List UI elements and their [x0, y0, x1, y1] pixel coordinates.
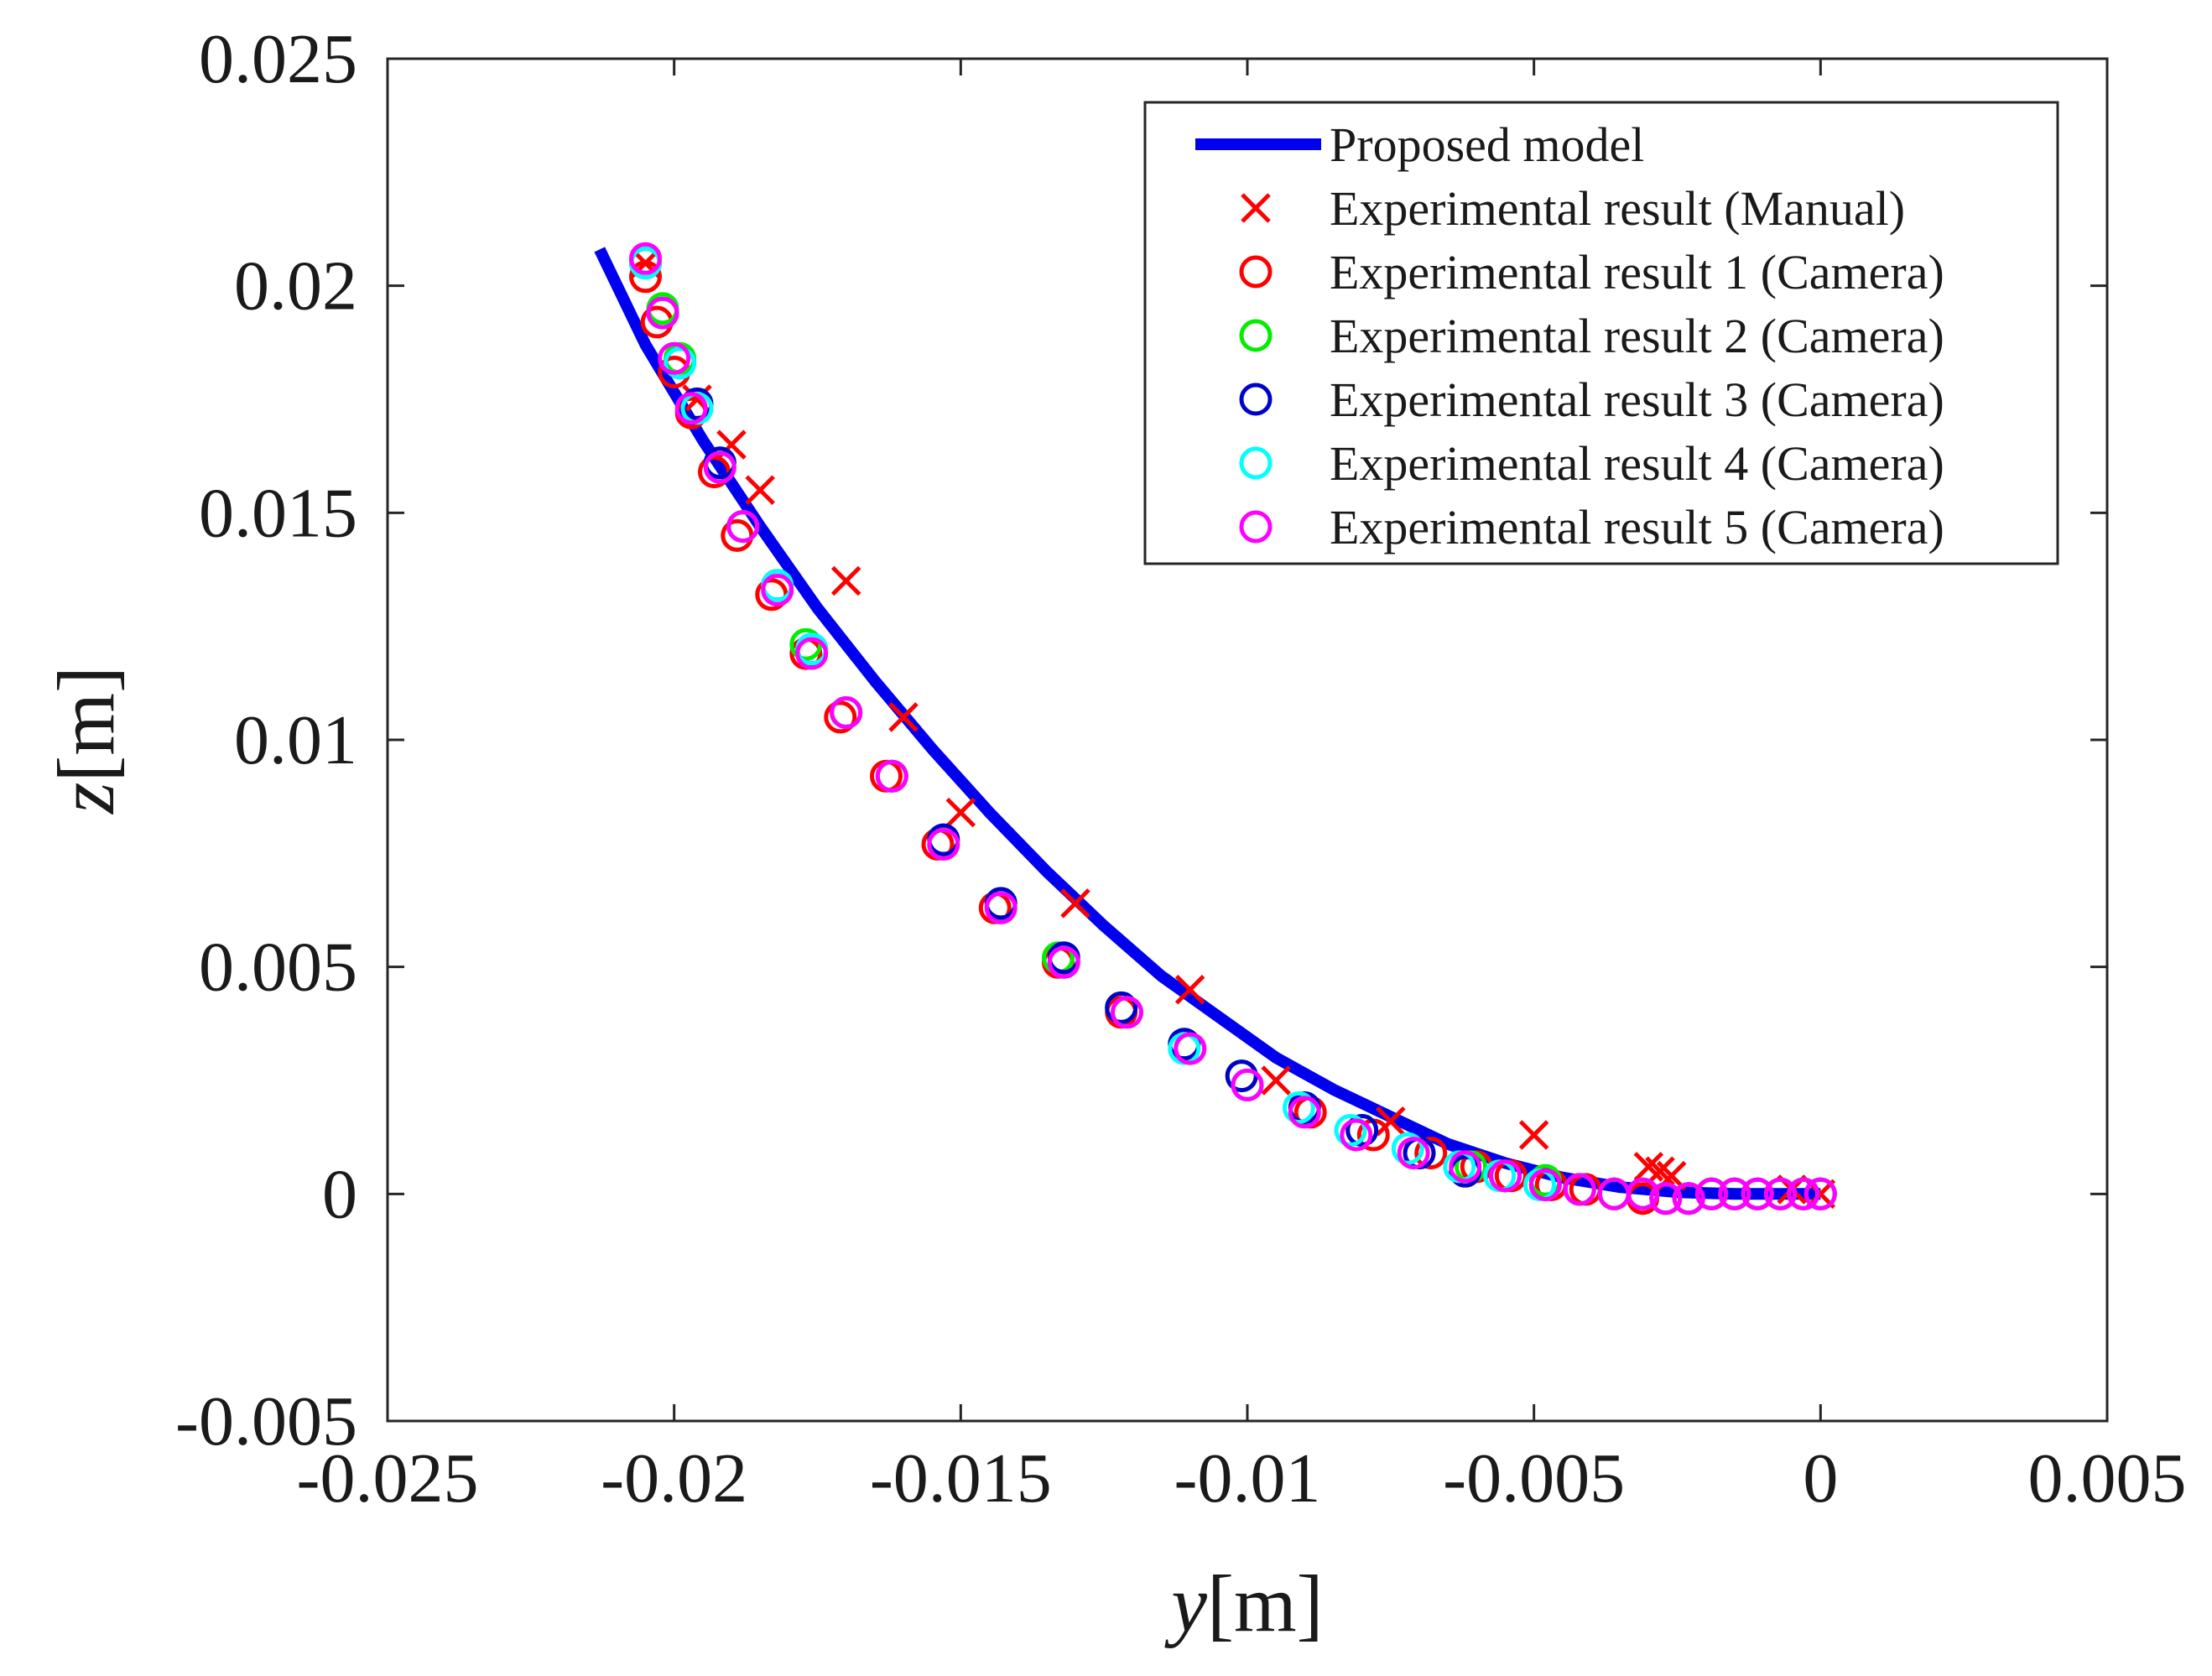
legend-swatch-experimental-result-manual	[1241, 193, 1271, 223]
point-experimental-result-5-camera-30	[1764, 1177, 1797, 1210]
point-experimental-result-5-camera-20	[1489, 1159, 1522, 1193]
point-experimental-result-5-camera-12	[1047, 945, 1080, 979]
x-tick-label: -0.005	[1443, 1439, 1625, 1517]
point-experimental-result-3-camera-17	[1345, 1114, 1379, 1147]
x-tick-label: -0.01	[1174, 1439, 1321, 1517]
point-experimental-result-5-camera-26	[1672, 1182, 1705, 1215]
point-experimental-result-4-camera-18	[1391, 1132, 1424, 1165]
point-experimental-result-5-camera-5	[726, 510, 760, 544]
point-experimental-result-5-camera-0	[629, 242, 662, 275]
point-experimental-result-manual-3	[745, 475, 775, 506]
y-axis-label: z[m]	[41, 666, 131, 815]
point-experimental-result-5-camera-22	[1563, 1173, 1596, 1206]
legend: Proposed model Experimental result (Manua…	[1143, 101, 2059, 565]
legend-label-experimental-result-4-camera: Experimental result 4 (Camera)	[1330, 436, 1944, 491]
point-experimental-result-5-camera-7	[795, 637, 829, 670]
legend-swatch-experimental-result-1-camera	[1239, 255, 1273, 289]
point-experimental-result-5-camera-32	[1803, 1177, 1837, 1210]
y-tick-label: 0.015	[199, 474, 357, 552]
legend-swatch-experimental-result-5-camera	[1239, 510, 1273, 544]
point-experimental-result-5-camera-29	[1741, 1177, 1774, 1210]
legend-label-experimental-result-2-camera: Experimental result 2 (Camera)	[1330, 309, 1944, 363]
x-axis-unit: [m]	[1207, 1559, 1324, 1648]
point-experimental-result-manual-7	[1060, 888, 1090, 919]
x-tick-label: 0.005	[2028, 1439, 2187, 1517]
y-tick-label: 0.02	[234, 247, 357, 325]
point-experimental-result-5-camera-11	[984, 891, 1018, 924]
x-tick-label: -0.025	[297, 1439, 479, 1517]
x-tick-label: -0.015	[870, 1439, 1052, 1517]
x-axis-variable: y	[1163, 1559, 1207, 1648]
point-experimental-result-manual-5	[888, 702, 919, 732]
point-experimental-result-5-camera-4	[703, 450, 736, 484]
point-experimental-result-manual-9	[1261, 1065, 1291, 1096]
legend-swatch-experimental-result-2-camera	[1239, 319, 1273, 352]
x-axis-label: y[m]	[1163, 1559, 1323, 1648]
legend-label-experimental-result-5-camera: Experimental result 5 (Camera)	[1330, 500, 1944, 554]
legend-swatch-experimental-result-3-camera	[1239, 383, 1273, 416]
point-experimental-result-manual-6	[945, 797, 976, 828]
point-experimental-result-5-camera-3	[674, 392, 708, 425]
point-experimental-result-5-camera-31	[1787, 1177, 1820, 1210]
point-experimental-result-5-camera-25	[1649, 1182, 1683, 1215]
legend-box	[1143, 101, 2059, 565]
point-experimental-result-4-camera-16	[1283, 1091, 1315, 1124]
point-experimental-result-4-camera-17	[1334, 1114, 1367, 1147]
point-experimental-result-5-camera-21	[1528, 1169, 1562, 1201]
point-experimental-result-4-camera-2	[664, 346, 696, 380]
point-experimental-result-5-camera-9	[875, 759, 908, 793]
point-experimental-result-5-camera-28	[1718, 1177, 1751, 1210]
point-experimental-result-5-camera-17	[1340, 1118, 1373, 1152]
x-tick-label: -0.02	[601, 1439, 747, 1517]
series-group	[594, 242, 1837, 1215]
point-experimental-result-5-camera-18	[1397, 1137, 1430, 1170]
legend-label-experimental-result-1-camera: Experimental result 1 (Camera)	[1330, 245, 1944, 299]
point-experimental-result-manual-10	[1376, 1106, 1406, 1137]
y-tick-label: 0	[322, 1155, 357, 1233]
legend-label-proposed-model: Proposed model	[1330, 117, 1644, 172]
y-axis-variable: z	[41, 783, 131, 815]
point-experimental-result-5-camera-15	[1231, 1068, 1264, 1101]
point-experimental-result-1-camera-0	[629, 260, 662, 294]
point-experimental-result-5-camera-24	[1626, 1177, 1659, 1210]
point-experimental-result-5-camera-6	[761, 573, 794, 606]
point-experimental-result-5-camera-13	[1111, 996, 1143, 1029]
axes: -0.025 -0.02 -0.015 -0.01 -0.005 0 0.005 -0.005…	[175, 20, 2186, 1517]
y-tick-label: 0.01	[234, 701, 357, 779]
point-experimental-result-5-camera-27	[1695, 1177, 1728, 1210]
point-experimental-result-5-camera-8	[830, 696, 863, 729]
point-experimental-result-5-camera-1	[646, 296, 679, 330]
point-experimental-result-3-camera-13	[1105, 991, 1138, 1024]
point-experimental-result-manual-11	[1518, 1120, 1549, 1150]
x-tick-label: 0	[1803, 1439, 1838, 1517]
point-experimental-result-5-camera-14	[1174, 1032, 1207, 1065]
y-axis-unit: [m]	[41, 666, 131, 783]
legend-swatch-experimental-result-4-camera	[1239, 446, 1273, 480]
legend-label-experimental-result-manual: Experimental result (Manual)	[1330, 181, 1905, 236]
point-experimental-result-5-camera-19	[1449, 1150, 1482, 1184]
y-tick-label: 0.025	[199, 20, 357, 98]
point-experimental-result-manual-8	[1174, 974, 1205, 1005]
legend-label-experimental-result-3-camera: Experimental result 3 (Camera)	[1330, 372, 1944, 427]
point-experimental-result-1-camera-18	[1414, 1137, 1448, 1170]
point-experimental-result-5-camera-2	[658, 341, 691, 375]
series-line-proposed-model	[594, 247, 1821, 1200]
point-experimental-result-1-camera-8	[824, 700, 857, 734]
point-experimental-result-5-camera-10	[927, 828, 960, 861]
point-experimental-result-5-camera-16	[1288, 1096, 1321, 1129]
y-tick-label: -0.005	[175, 1382, 357, 1460]
y-tick-label: 0.005	[199, 929, 357, 1007]
point-experimental-result-manual-4	[830, 565, 861, 596]
